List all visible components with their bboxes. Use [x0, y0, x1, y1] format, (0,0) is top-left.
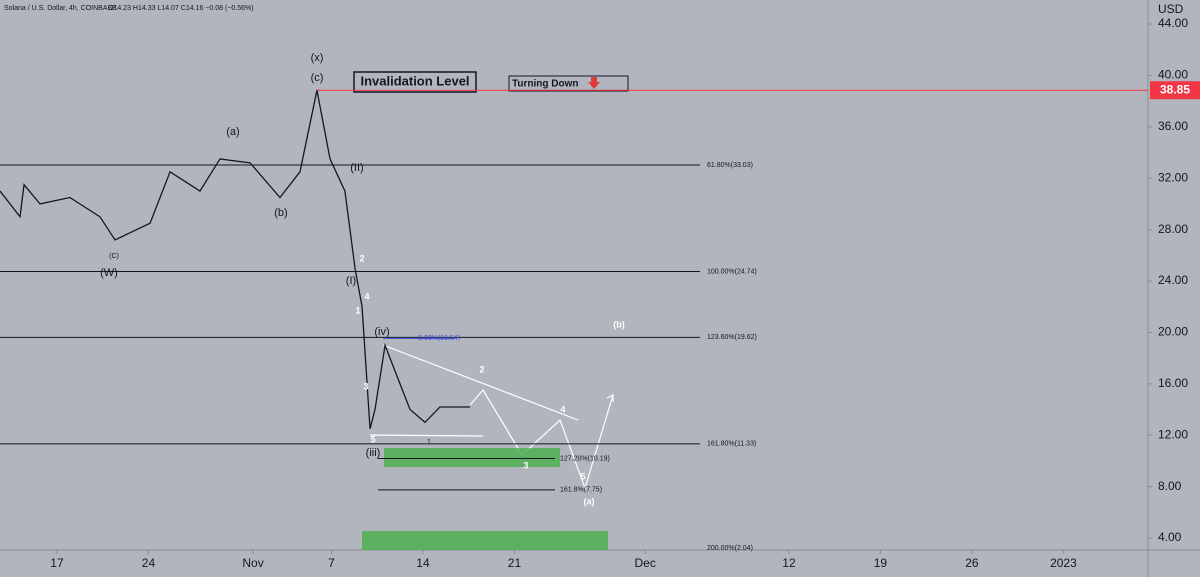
- wave-label: (b): [274, 207, 287, 219]
- currency-label: USD: [1158, 2, 1184, 16]
- wave-label: 3: [363, 381, 368, 391]
- wave-label: (I): [346, 275, 356, 287]
- x-tick-label: Nov: [242, 556, 263, 570]
- wave-label: (iv): [374, 326, 389, 338]
- wave-label: (c): [311, 72, 324, 84]
- triangle-upper: [382, 344, 579, 421]
- y-tick-label: 36.00: [1158, 119, 1188, 133]
- x-tick-label: 2023: [1050, 556, 1077, 570]
- wave-label: (a): [226, 126, 239, 138]
- triangle-lower: [369, 434, 484, 437]
- wave-label: 5: [370, 434, 375, 444]
- target-zone: [362, 531, 608, 550]
- x-tick-label: Dec: [634, 556, 655, 570]
- y-tick-label: 44.00: [1158, 16, 1188, 30]
- wave-label: (W): [100, 267, 118, 279]
- wave-label: (x): [311, 52, 324, 64]
- arrow-head: [606, 394, 614, 402]
- x-tick-label: 14: [416, 556, 430, 570]
- wave-label: 3: [523, 460, 528, 470]
- wave-label: (iii): [366, 447, 381, 459]
- fib-label: 200.00%(2.04): [707, 545, 753, 552]
- y-tick-label: 24.00: [1158, 273, 1188, 287]
- wave-label: 5: [580, 471, 585, 481]
- ohlc-info: O14.23 H14.33 L14.07 C14.16 −0.08 (−0.56…: [108, 5, 254, 12]
- x-tick-label: 21: [508, 556, 522, 570]
- turning-label: Turning Down: [512, 79, 578, 90]
- zigzag: [469, 388, 614, 490]
- wave-label: (b): [613, 319, 625, 329]
- x-tick-label: 19: [874, 556, 888, 570]
- y-tick-label: 40.00: [1158, 68, 1188, 82]
- fib-label: 0.00%(19.54): [418, 335, 460, 342]
- x-tick-label: 12: [782, 556, 796, 570]
- x-tick-label: 7: [328, 556, 335, 570]
- wave-label: 1: [355, 305, 360, 315]
- wave-label: 2: [479, 364, 484, 374]
- wave-label: (II): [350, 162, 363, 174]
- price-line: [0, 90, 471, 429]
- x-tick-label: 17: [50, 556, 64, 570]
- down-arrow-icon: [588, 77, 600, 89]
- y-tick-label: 4.00: [1158, 530, 1182, 544]
- fib-label: 123.60%(19.62): [707, 334, 757, 341]
- invalidation-box: [353, 71, 477, 93]
- y-tick-label: 32.00: [1158, 170, 1188, 184]
- x-tick-label: 26: [965, 556, 979, 570]
- price-badge-label: 38.85: [1160, 82, 1190, 96]
- fib-label: 161.8%(7.75): [560, 487, 602, 494]
- wave-label: 1: [427, 439, 431, 446]
- symbol-info: Solana / U.S. Dollar, 4h, COINBASE: [4, 5, 117, 12]
- wave-label: 4: [560, 404, 565, 414]
- wave-label: (C): [109, 253, 119, 260]
- y-tick-label: 12.00: [1158, 427, 1188, 441]
- invalidation-label: Invalidation Level: [360, 73, 469, 88]
- wave-label: (a): [584, 496, 595, 506]
- y-tick-label: 20.00: [1158, 325, 1188, 339]
- y-tick-label: 16.00: [1158, 376, 1188, 390]
- fib-label: 127.20%(10.19): [560, 455, 610, 462]
- target-zone: [384, 448, 560, 467]
- wave-label: 2: [359, 253, 364, 263]
- fib-label: 100.00%(24.74): [707, 268, 757, 275]
- fib-label: 161.80%(11.33): [707, 441, 756, 448]
- projection-lines: [369, 344, 614, 490]
- fib-label: 61.80%(33.03): [707, 162, 753, 169]
- wave-label: 4: [364, 291, 369, 301]
- y-tick-label: 8.00: [1158, 479, 1182, 493]
- x-tick-label: 24: [142, 556, 156, 570]
- turning-box: [508, 75, 629, 92]
- y-tick-label: 28.00: [1158, 222, 1188, 236]
- price-badge: [1150, 81, 1200, 100]
